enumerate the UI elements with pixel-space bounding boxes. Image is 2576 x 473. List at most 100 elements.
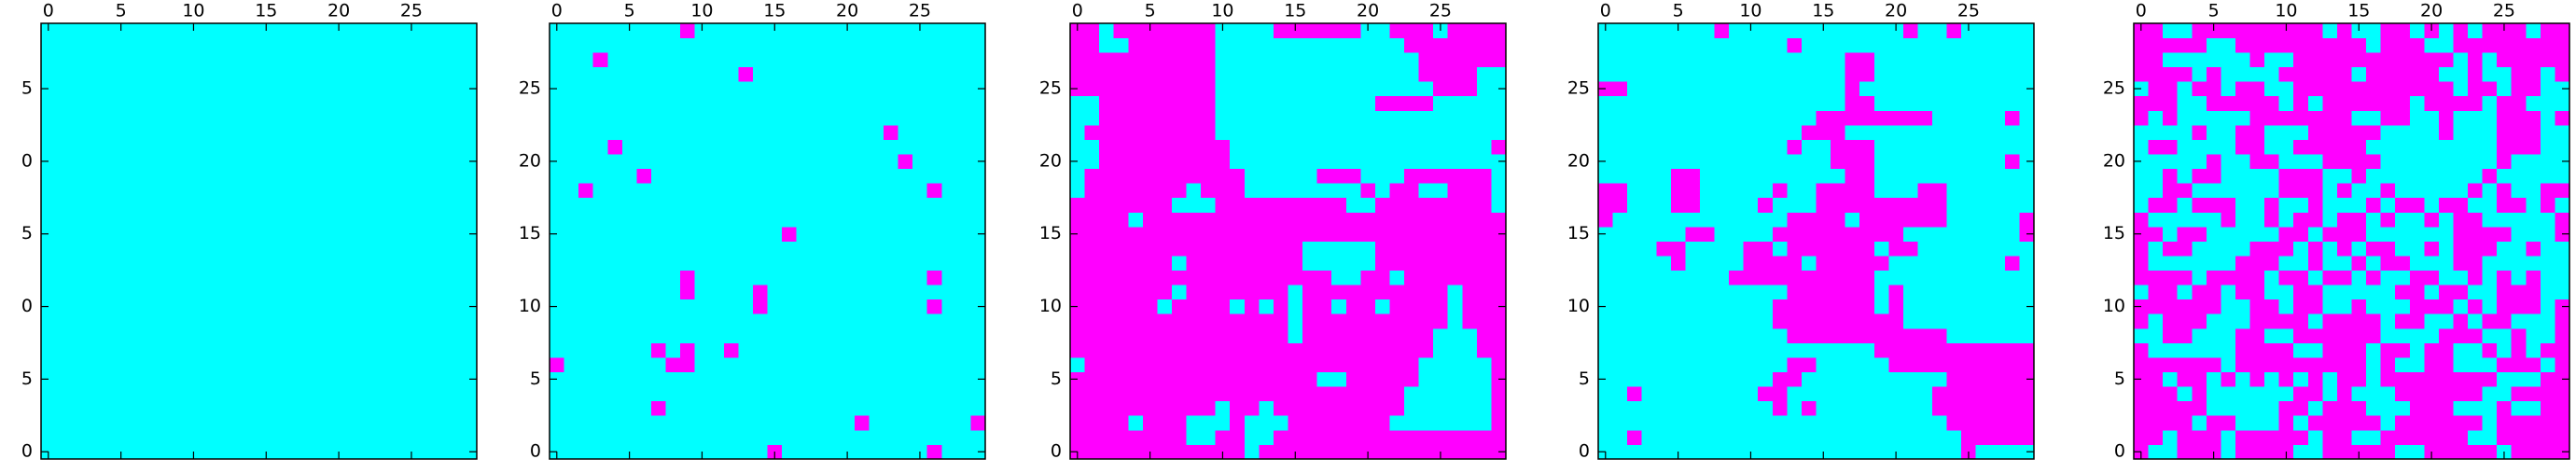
cell (1418, 154, 1434, 170)
cell (955, 327, 971, 343)
cell (1288, 226, 1303, 242)
cell (782, 37, 798, 53)
cell (462, 415, 478, 431)
cell (113, 110, 129, 126)
cell (1360, 66, 1376, 82)
cell (2453, 342, 2469, 358)
cell (142, 226, 158, 242)
cell (1859, 371, 1875, 387)
cell (287, 299, 303, 314)
cell (1157, 313, 1173, 329)
cell (912, 66, 928, 82)
cell (2019, 124, 2035, 140)
cell (926, 357, 942, 372)
cell (1902, 66, 1918, 82)
cell (316, 386, 332, 402)
cell (1656, 444, 1672, 460)
cell (2163, 124, 2179, 140)
cell (621, 429, 637, 445)
cell (1975, 342, 1991, 358)
cell (302, 139, 318, 155)
cell (694, 52, 710, 68)
cell (2307, 444, 2323, 460)
cell (1331, 197, 1347, 213)
cell (273, 197, 289, 213)
cell (2555, 386, 2570, 402)
cell (84, 241, 100, 257)
cell (607, 197, 623, 213)
cell (2148, 124, 2164, 140)
cell (1273, 429, 1288, 445)
cell (1084, 400, 1100, 416)
cell (1316, 124, 1332, 140)
cell (2293, 415, 2309, 431)
cell (1084, 37, 1100, 53)
cell (898, 429, 913, 445)
cell (1656, 110, 1672, 126)
cell (302, 299, 318, 314)
cell (2235, 241, 2250, 257)
cell (1259, 371, 1274, 387)
cell (1360, 124, 1376, 140)
cell (157, 415, 173, 431)
cell (462, 212, 478, 228)
cell (694, 95, 710, 111)
cell (1157, 226, 1173, 242)
cell (1873, 386, 1889, 402)
cell (2468, 327, 2483, 343)
cell (607, 444, 623, 460)
cell (650, 139, 666, 155)
cell (172, 241, 188, 257)
cell (2351, 95, 2367, 111)
cell (1418, 299, 1434, 314)
cell (2004, 357, 2020, 372)
cell (1961, 168, 1977, 184)
cell (84, 168, 100, 184)
cell (157, 81, 173, 97)
cell (825, 357, 841, 372)
cell (1345, 95, 1361, 111)
cell (564, 285, 579, 300)
cell (113, 139, 129, 155)
cell (1273, 400, 1288, 416)
cell (1128, 37, 1144, 53)
cell (1491, 313, 1507, 329)
cell (912, 81, 928, 97)
cell (1259, 168, 1274, 184)
cell (1244, 241, 1260, 257)
cell (680, 139, 696, 155)
cell (1743, 124, 1759, 140)
cell (331, 429, 347, 445)
cell (2555, 168, 2570, 184)
cell (2307, 168, 2323, 184)
cell (782, 357, 798, 372)
cell (302, 154, 318, 170)
cell (172, 226, 188, 242)
cell (1787, 168, 1803, 184)
cell (1360, 371, 1376, 387)
cell (316, 357, 332, 372)
x-tick-label: 15 (255, 1, 277, 21)
cell (1656, 357, 1672, 372)
cell (1215, 212, 1231, 228)
cell (1990, 212, 2006, 228)
cell (2438, 37, 2454, 53)
cell (418, 52, 434, 68)
cell (2526, 110, 2541, 126)
cell (360, 226, 376, 242)
cell (1113, 386, 1129, 402)
cell (1641, 371, 1657, 387)
cell (1656, 183, 1672, 199)
cell (258, 357, 274, 372)
cell (345, 139, 361, 155)
cell (1787, 154, 1803, 170)
cell (970, 285, 986, 300)
cell (723, 52, 739, 68)
cell (1316, 299, 1332, 314)
cell (2511, 415, 2527, 431)
cell (2235, 400, 2250, 416)
cell (884, 37, 898, 53)
cell (2221, 183, 2236, 199)
cell (650, 23, 666, 38)
cell (2366, 37, 2382, 53)
